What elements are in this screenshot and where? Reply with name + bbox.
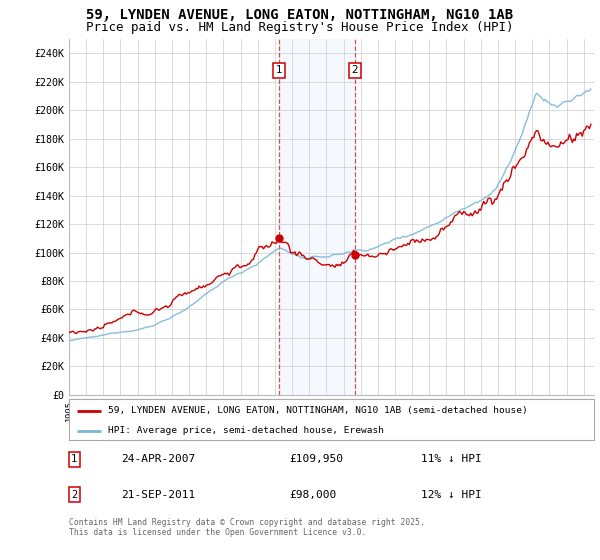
Text: 1: 1 bbox=[71, 454, 77, 464]
Text: HPI: Average price, semi-detached house, Erewash: HPI: Average price, semi-detached house,… bbox=[109, 426, 385, 435]
Text: 59, LYNDEN AVENUE, LONG EATON, NOTTINGHAM, NG10 1AB (semi-detached house): 59, LYNDEN AVENUE, LONG EATON, NOTTINGHA… bbox=[109, 406, 528, 415]
Text: Price paid vs. HM Land Registry's House Price Index (HPI): Price paid vs. HM Land Registry's House … bbox=[86, 21, 514, 34]
Text: 59, LYNDEN AVENUE, LONG EATON, NOTTINGHAM, NG10 1AB: 59, LYNDEN AVENUE, LONG EATON, NOTTINGHA… bbox=[86, 8, 514, 22]
Text: Contains HM Land Registry data © Crown copyright and database right 2025.
This d: Contains HM Land Registry data © Crown c… bbox=[69, 518, 425, 538]
Text: 1: 1 bbox=[276, 66, 283, 76]
Text: 12% ↓ HPI: 12% ↓ HPI bbox=[421, 490, 482, 500]
Text: 21-SEP-2011: 21-SEP-2011 bbox=[121, 490, 196, 500]
Text: £98,000: £98,000 bbox=[290, 490, 337, 500]
Text: 2: 2 bbox=[352, 66, 358, 76]
Text: 11% ↓ HPI: 11% ↓ HPI bbox=[421, 454, 482, 464]
Bar bbox=[279, 39, 355, 395]
Text: £109,950: £109,950 bbox=[290, 454, 343, 464]
Text: 2: 2 bbox=[71, 490, 77, 500]
Text: 24-APR-2007: 24-APR-2007 bbox=[121, 454, 196, 464]
